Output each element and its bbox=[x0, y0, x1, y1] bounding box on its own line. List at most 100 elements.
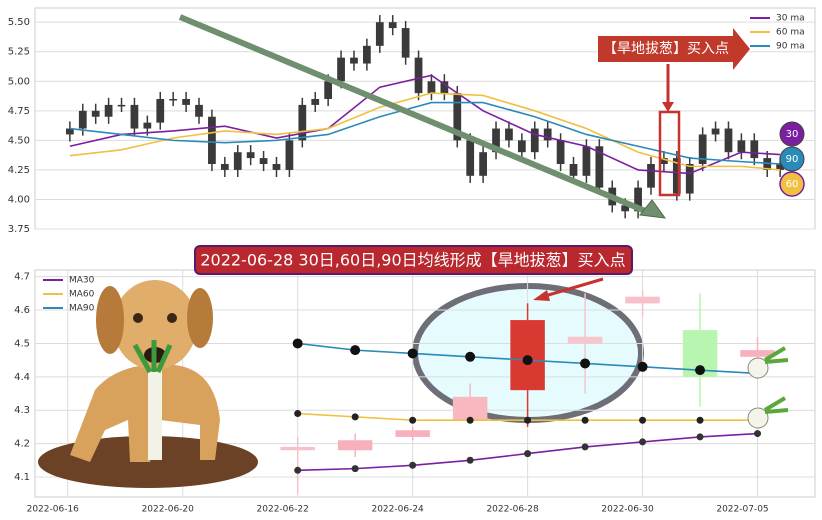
candle-body bbox=[208, 116, 216, 164]
candle-body bbox=[220, 164, 229, 170]
candle-body bbox=[556, 140, 565, 164]
ma-marker bbox=[466, 416, 474, 424]
candle-body bbox=[724, 128, 733, 153]
y-tick-label: 4.25 bbox=[8, 165, 30, 176]
badge-label: 60 bbox=[786, 179, 799, 190]
x-tick-label: 2022-06-24 bbox=[371, 505, 424, 515]
candle-body bbox=[337, 440, 373, 451]
candle-body bbox=[272, 164, 281, 170]
onion-leaves bbox=[763, 396, 789, 414]
ma-marker bbox=[465, 351, 476, 362]
trend-arrow bbox=[178, 14, 652, 216]
ma-marker bbox=[696, 433, 704, 441]
candle-body bbox=[625, 296, 660, 304]
dog-body bbox=[70, 364, 220, 462]
dog-illustration bbox=[38, 280, 258, 488]
dog-eye bbox=[167, 313, 177, 323]
badge-label: 90 bbox=[786, 154, 799, 165]
ma-marker bbox=[581, 443, 589, 451]
decorations-over: 【旱地拔葱】买入点 30 90 60 2022-06-28 30日,60日,90… bbox=[38, 14, 805, 488]
candle-body bbox=[711, 128, 720, 135]
candle-body bbox=[91, 110, 100, 117]
x-tick-label: 2022-06-20 bbox=[142, 505, 195, 515]
y-tick-label: 4.7 bbox=[14, 272, 30, 283]
candle-body bbox=[621, 205, 630, 212]
candle-body bbox=[195, 104, 203, 117]
candle-body bbox=[595, 146, 604, 188]
legend-label: 90 ma bbox=[776, 42, 805, 52]
pointer-head bbox=[533, 290, 550, 301]
y-tick-label: 4.75 bbox=[8, 106, 30, 117]
candle-body bbox=[505, 128, 513, 141]
candle-body bbox=[337, 57, 345, 82]
candle-body bbox=[452, 396, 488, 421]
legend-label: MA60 bbox=[69, 290, 95, 300]
candle-body bbox=[395, 430, 430, 437]
onion bbox=[747, 357, 769, 379]
candle-body bbox=[143, 122, 152, 129]
candle-body bbox=[65, 128, 74, 135]
chart-title: 2022-06-28 30日,60日,90日均线形成【旱地拔葱】买入点 bbox=[200, 251, 625, 270]
candle-body bbox=[479, 152, 487, 176]
ma-marker bbox=[524, 416, 532, 424]
candle-body bbox=[375, 22, 384, 46]
candle-body bbox=[750, 140, 759, 159]
ma-marker bbox=[292, 338, 303, 349]
candle-body bbox=[569, 164, 578, 176]
badge bbox=[779, 171, 805, 197]
ma-marker bbox=[754, 430, 762, 438]
candle-body bbox=[740, 350, 775, 357]
legend-label: 30 ma bbox=[776, 14, 805, 24]
dog-ear bbox=[96, 286, 124, 354]
pointer bbox=[544, 277, 604, 298]
ma-line bbox=[69, 101, 781, 165]
ma-line bbox=[69, 92, 781, 171]
y-tick-label: 5.50 bbox=[8, 17, 30, 28]
onion-leaves bbox=[763, 346, 789, 364]
candle-body bbox=[530, 128, 539, 153]
ma-marker bbox=[294, 466, 302, 474]
ma-marker bbox=[522, 355, 533, 366]
badge bbox=[779, 146, 805, 172]
candle-body bbox=[280, 446, 315, 451]
x-tick-label: 2022-06-28 bbox=[486, 505, 539, 515]
candle-body bbox=[78, 110, 87, 129]
candle-body bbox=[414, 57, 423, 94]
candle-body bbox=[634, 187, 642, 212]
candle-body bbox=[104, 104, 113, 117]
ma-line bbox=[69, 74, 781, 175]
candle-body bbox=[492, 128, 500, 153]
badge-label: 30 bbox=[786, 129, 799, 140]
onion-icons bbox=[747, 346, 789, 429]
onion bbox=[747, 407, 769, 429]
candle-body bbox=[466, 140, 475, 176]
y-tick-label: 5.25 bbox=[8, 47, 30, 58]
candle-body bbox=[427, 81, 436, 94]
ma-marker bbox=[351, 413, 359, 421]
y-tick-label: 4.50 bbox=[8, 135, 30, 146]
leek bbox=[148, 370, 162, 460]
ma-marker bbox=[350, 345, 361, 356]
x-tick-label: 2022-07-05 bbox=[716, 505, 768, 515]
candle-body bbox=[517, 140, 526, 153]
candle-body bbox=[672, 158, 681, 194]
annotation-banner bbox=[598, 28, 750, 70]
candle-body bbox=[156, 99, 165, 123]
candle-body bbox=[737, 140, 746, 153]
dog-eye bbox=[133, 313, 143, 323]
candle-body bbox=[510, 320, 545, 391]
ma-marker bbox=[580, 358, 591, 369]
legend-label: 60 ma bbox=[776, 28, 805, 38]
candle-body bbox=[130, 104, 139, 129]
legend-label: MA30 bbox=[69, 276, 95, 286]
candle-body bbox=[233, 152, 242, 170]
ma-marker bbox=[294, 410, 302, 418]
title-banner bbox=[194, 245, 633, 275]
ma-marker bbox=[639, 416, 647, 424]
ma-marker bbox=[524, 450, 532, 458]
ma-marker bbox=[466, 456, 474, 464]
candle-body bbox=[567, 336, 603, 344]
legend-label: MA90 bbox=[69, 304, 95, 314]
candle-body bbox=[169, 99, 178, 101]
